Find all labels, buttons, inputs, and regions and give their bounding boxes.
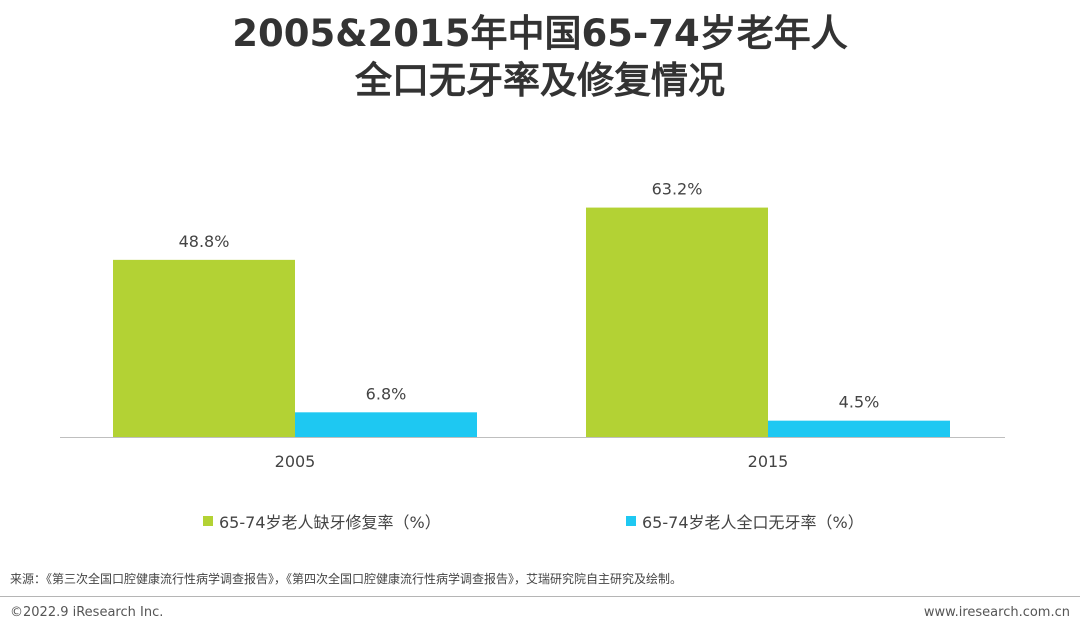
data-label-2005-series-0: 48.8% xyxy=(179,232,230,251)
data-label-2005-series-1: 6.8% xyxy=(366,384,407,403)
legend-label-repair-rate: 65-74岁老人缺牙修复率（%） xyxy=(219,513,441,532)
x-tick-label-2005: 2005 xyxy=(275,452,316,471)
legend-swatch-repair-rate xyxy=(203,516,213,526)
bar-2015-series-0 xyxy=(586,207,768,437)
bar-2005-series-1 xyxy=(295,412,477,437)
legend-label-edentulous-rate: 65-74岁老人全口无牙率（%） xyxy=(642,513,864,532)
bar-2005-series-0 xyxy=(113,259,295,437)
chart-title-line1: 2005&2015年中国65-74岁老年人 xyxy=(232,12,848,55)
data-label-2015-series-0: 63.2% xyxy=(652,180,703,199)
copyright: ©2022.9 iResearch Inc. xyxy=(10,605,164,620)
x-tick-label-2015: 2015 xyxy=(748,452,789,471)
legend-item-edentulous-rate: 65-74岁老人全口无牙率（%） xyxy=(626,509,864,533)
data-label-2015-series-1: 4.5% xyxy=(839,393,880,412)
chart-title-line2: 全口无牙率及修复情况 xyxy=(355,59,725,102)
bar-chart: 48.8% 63.2% 6.8% 4.5% 2005 2015 xyxy=(60,180,1005,471)
legend-swatch-edentulous-rate xyxy=(626,516,636,526)
source-note: 来源：《第三次全国口腔健康流行性病学调查报告》，《第四次全国口腔健康流行性病学调… xyxy=(10,572,683,586)
website: www.iresearch.com.cn xyxy=(923,605,1070,620)
footer-divider xyxy=(0,596,1080,597)
legend-item-repair-rate: 65-74岁老人缺牙修复率（%） xyxy=(203,509,441,533)
chart-title: 2005&2015年中国65-74岁老年人 全口无牙率及修复情况 xyxy=(0,10,1080,104)
bar-2015-series-1 xyxy=(768,420,950,437)
